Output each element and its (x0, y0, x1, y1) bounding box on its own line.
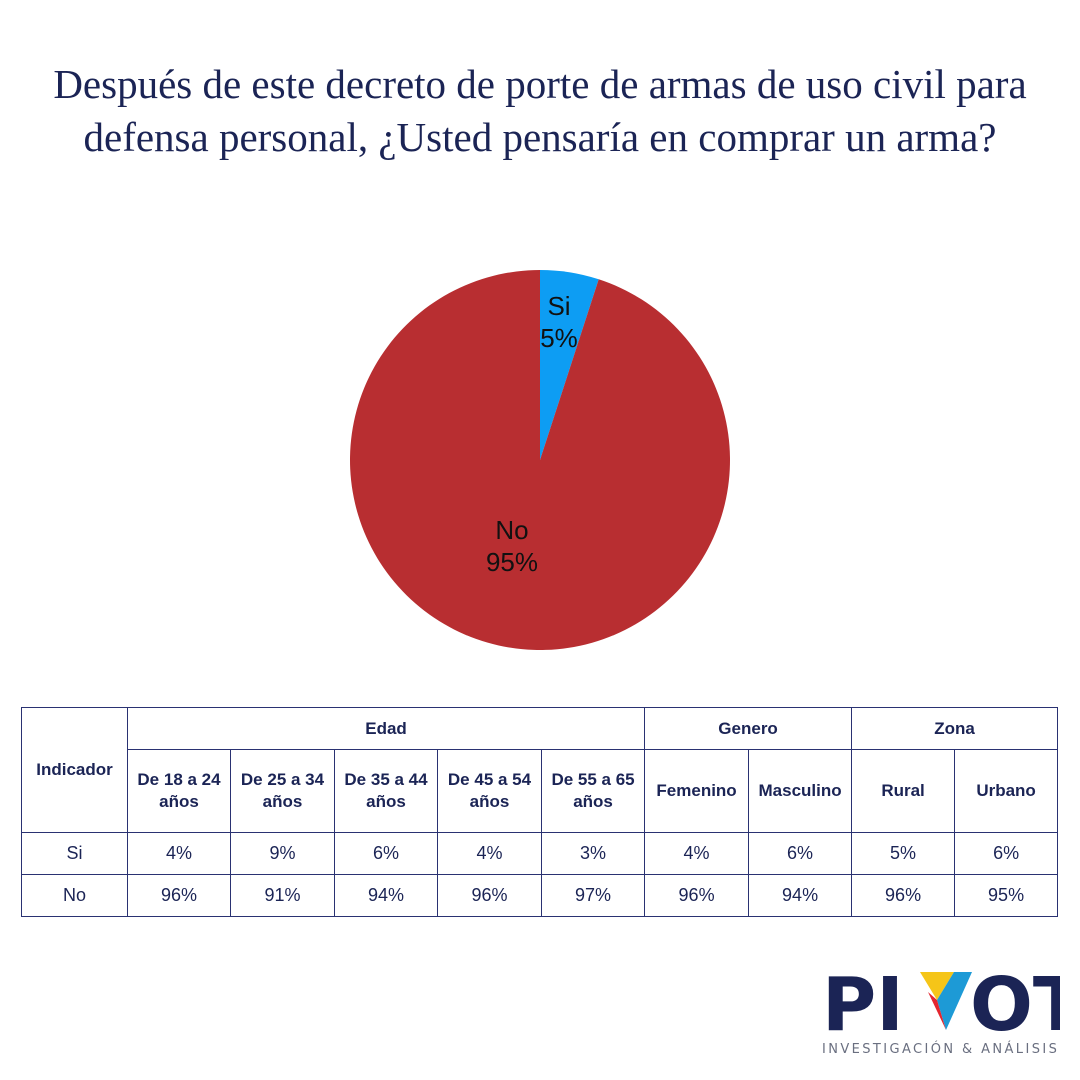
table-cell: 4% (437, 832, 542, 875)
table-cell: 97% (540, 874, 646, 917)
group-header-genero: Genero (644, 707, 853, 750)
row-label: Si (21, 832, 128, 875)
chart-title: Después de este decreto de porte de arma… (53, 61, 1027, 160)
table-cell: 9% (230, 832, 335, 875)
logo-letters-pi: PI (822, 966, 904, 1046)
pivot-logo-mark: PI OT (822, 966, 1060, 1046)
slice-value-si: 5% (540, 323, 578, 353)
column-header: De 25 a 34 años (230, 749, 335, 833)
table-row-no: No 96% 91% 94% 96% 97% 96% 94% 96% 95% (21, 874, 1059, 917)
column-header: De 45 a 54 años (437, 749, 542, 833)
logo-v-shape (920, 972, 972, 1030)
slice-label-si: Si (547, 291, 570, 321)
table-cell: 5% (851, 832, 956, 875)
table-cell: 95% (954, 874, 1059, 917)
table-cell: 96% (851, 874, 956, 917)
pie-slice-no (350, 270, 731, 651)
row-label: No (21, 874, 128, 917)
table-cell: 94% (748, 874, 853, 917)
column-header: De 35 a 44 años (334, 749, 438, 833)
table-cell: 6% (954, 832, 1059, 875)
table-row-si: Si 4% 9% 6% 4% 3% 4% 6% 5% 6% (21, 832, 1059, 875)
logo-letters-ot: OT (970, 966, 1060, 1046)
logo-tagline: INVESTIGACIÓN & ANÁLISIS (822, 1042, 1060, 1057)
pivot-logo: PI OT INVESTIGACIÓN & ANÁLISIS (820, 966, 1060, 1066)
table-cell: 94% (334, 874, 438, 917)
table-cell: 96% (127, 874, 231, 917)
column-header: Rural (851, 749, 956, 833)
slice-label-no: No (495, 515, 528, 545)
table-cell: 4% (644, 832, 750, 875)
group-header-edad: Edad (126, 707, 646, 750)
breakdown-table: Indicador Edad Genero Zona De 18 a 24 año… (21, 707, 1059, 917)
column-header: Masculino (748, 749, 853, 833)
table-cell: 6% (334, 832, 438, 875)
table-cell: 3% (540, 832, 646, 875)
column-header: De 55 a 65 años (540, 749, 646, 833)
pie-slice-si (540, 270, 599, 460)
table-cell: 91% (230, 874, 335, 917)
table-cell: 6% (748, 832, 853, 875)
slice-value-no: 95% (486, 547, 538, 577)
column-header: De 18 a 24 años (127, 749, 231, 833)
corner-header: Indicador (21, 707, 128, 833)
table-cell: 4% (127, 832, 231, 875)
column-header: Femenino (644, 749, 750, 833)
table-cell: 96% (644, 874, 750, 917)
group-header-zona: Zona (851, 707, 1059, 750)
column-header: Urbano (954, 749, 1059, 833)
table-cell: 96% (437, 874, 542, 917)
